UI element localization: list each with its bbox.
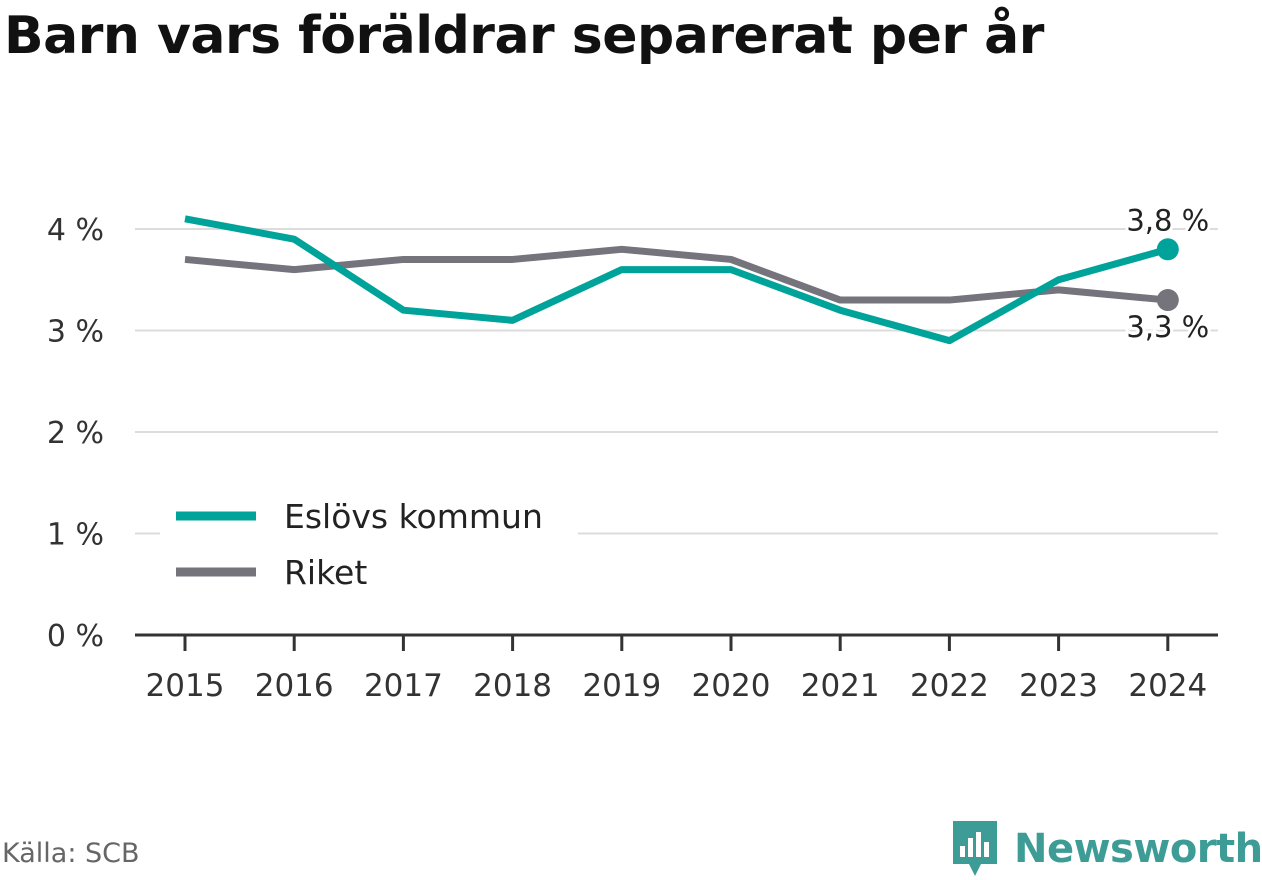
series-end-point [1156,238,1179,261]
y-tick-label: 3 % [47,315,104,350]
series-end-point [1156,289,1179,312]
y-axis-ticks: 0 % 1 % 2 % 3 % 4 % [47,213,104,654]
chart-title: Barn vars föräldrar separerat per år [4,6,1044,66]
x-tick-label: 2018 [473,668,552,704]
x-tick-label: 2019 [582,668,661,704]
series-line [184,245,1169,304]
series-line [184,215,1169,345]
brand-name: Newsworthy [1014,826,1262,872]
legend: Eslövs kommun Riket [160,488,578,606]
y-tick-label: 0 % [47,619,104,654]
brand-logo: Newsworthy [950,818,1262,880]
x-tick-label: 2017 [364,668,443,704]
series-lines [184,215,1179,345]
source-note: Källa: SCB [2,838,140,869]
x-tick-label: 2024 [1128,668,1207,704]
y-tick-label: 4 % [47,213,104,248]
legend-label: Riket [284,553,367,592]
legend-label: Eslövs kommun [284,497,543,536]
y-tick-label: 1 % [47,518,104,553]
gridlines [135,228,1218,535]
x-tick-label: 2020 [692,668,771,704]
x-tick-label: 2022 [910,668,989,704]
x-tick-label: 2021 [801,668,880,704]
y-tick-label: 2 % [47,416,104,451]
x-tick-label: 2023 [1019,668,1098,704]
end-labels: 3,8 % 3,3 % [1123,200,1212,347]
newsworthy-icon [953,821,997,876]
legend-box [160,488,578,606]
x-tick-label: 2015 [146,668,225,704]
x-tick-label: 2016 [255,668,334,704]
end-value-label: 3,8 % [1126,203,1209,237]
end-value-label: 3,3 % [1126,310,1209,344]
x-axis: 2015 2016 2017 2018 2019 2020 2021 2022 2023 2024 [135,633,1218,704]
